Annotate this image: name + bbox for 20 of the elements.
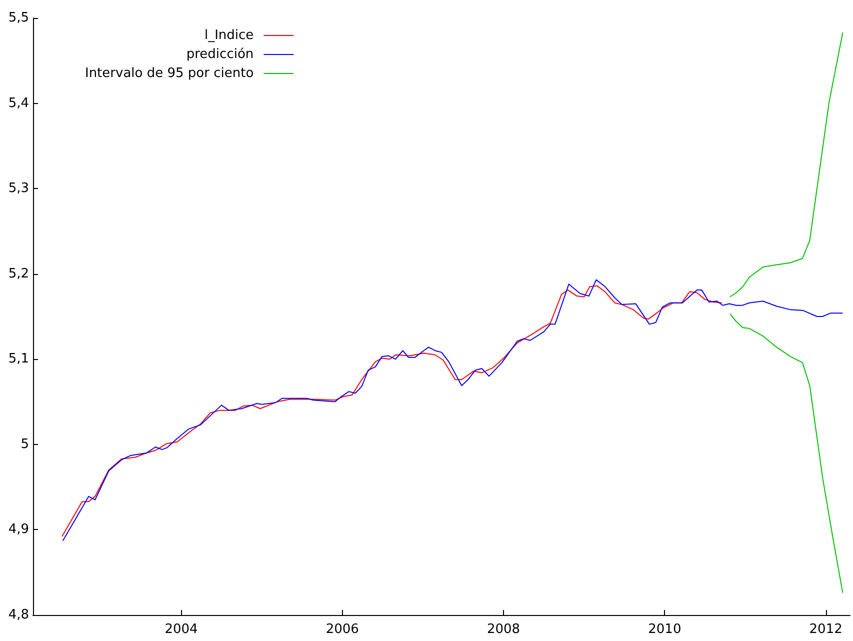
- y-tick-label: 5,2: [8, 266, 29, 282]
- y-tick-label: 5,1: [8, 352, 29, 367]
- y-tick-label: 5,3: [8, 181, 29, 196]
- line-series: [62, 279, 844, 542]
- legend-label: predicción: [186, 47, 254, 62]
- x-tick-label: 2012: [809, 622, 842, 637]
- y-tick-label: 5,5: [8, 10, 29, 26]
- y-tick-label: 4,9: [8, 522, 29, 538]
- x-tick-label: 2008: [486, 622, 520, 637]
- x-tick-label: 2010: [648, 622, 682, 637]
- x-tick-label: 2004: [164, 622, 198, 637]
- y-tick-label: 5: [20, 436, 29, 452]
- line-series: [62, 285, 722, 538]
- y-tick-label: 5,4: [8, 96, 29, 111]
- y-tick-label: 4,8: [8, 608, 29, 622]
- legend-label: Intervalo de 95 por ciento: [84, 66, 254, 81]
- line-series: [729, 32, 844, 298]
- legend-label: l_Indice: [204, 28, 254, 43]
- line-series: [729, 313, 844, 594]
- x-tick-label: 2006: [326, 622, 359, 637]
